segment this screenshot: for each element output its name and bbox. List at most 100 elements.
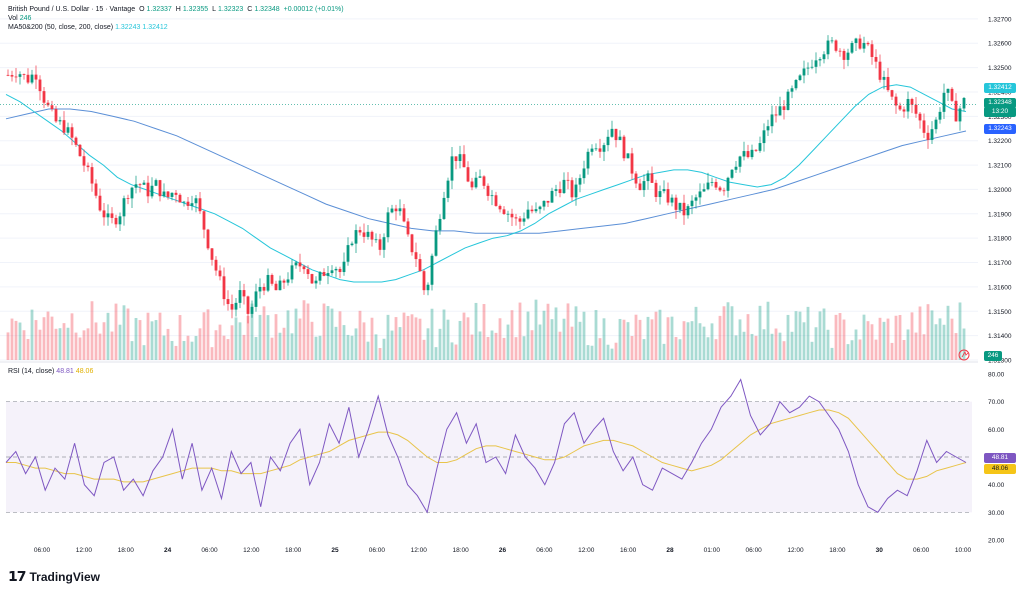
volume-bar [722, 306, 726, 360]
volume-bar [854, 329, 858, 360]
volume-bar [58, 328, 62, 360]
candle-up [382, 237, 386, 250]
rsi-legend[interactable]: RSI (14, close) 48.81 48.06 [8, 368, 94, 375]
alert-icon[interactable] [958, 349, 970, 361]
candle-down [322, 272, 326, 276]
candle-up [574, 184, 578, 198]
candle-up [794, 80, 798, 89]
candle-down [370, 231, 374, 240]
volume-legend[interactable]: Vol 246 [8, 15, 32, 22]
volume-bar [814, 327, 818, 360]
volume-bar [550, 319, 554, 360]
volume-bar [570, 326, 574, 360]
candle-up [18, 74, 22, 77]
volume-bar [426, 328, 430, 360]
candle-down [242, 290, 246, 297]
candle-up [350, 243, 354, 246]
price-tick-label: 1.31400 [988, 333, 1012, 340]
candle-up [286, 279, 290, 283]
candle-down [718, 187, 722, 191]
symbol-title[interactable]: British Pound / U.S. Dollar · 15 · Vanta… [8, 6, 136, 13]
time-axis[interactable]: 06:00 12:00 18:00 24 06:00 12:00 18:00 25 06:00 1… [34, 547, 972, 554]
volume-bar [734, 335, 738, 360]
price-axis[interactable]: 1.327001.326001.325001.324001.323001.322… [988, 16, 1012, 364]
candle-up [374, 239, 378, 241]
ma-legend[interactable]: MA50&200 (50, close, 200, close) 1.32243 1… [8, 24, 168, 31]
chart-canvas[interactable]: 1.327001.326001.325001.324001.323001.322… [0, 0, 1024, 560]
tradingview-logo[interactable]: 𝟭𝟳 TradingView [8, 568, 100, 585]
candle-up [294, 262, 298, 266]
time-tick-label: 12:00 [243, 547, 260, 554]
candle-down [38, 79, 42, 92]
candle-up [762, 130, 766, 144]
volume-bar [530, 330, 534, 360]
candle-down [418, 259, 422, 272]
volume-bar [718, 315, 722, 360]
volume-bar [194, 335, 198, 360]
candle-down [86, 165, 90, 168]
volume-bar [666, 317, 670, 360]
low-value: 1.32323 [218, 6, 244, 13]
volume-bar [410, 314, 414, 360]
candle-up [766, 126, 770, 131]
volume-bar [630, 335, 634, 360]
candle-down [950, 88, 954, 101]
volume-bar [714, 339, 718, 360]
candle-up [738, 156, 742, 167]
candle-up [450, 156, 454, 181]
volume-bar [270, 337, 274, 360]
time-tick-label: 25 [331, 547, 339, 554]
volume-bar [606, 344, 610, 360]
volume-bar [890, 342, 894, 360]
candle-down [866, 42, 870, 45]
candle-down [422, 271, 426, 291]
candle-down [666, 189, 670, 203]
candle-up [398, 208, 402, 212]
candle-up [930, 129, 934, 140]
candle-down [842, 50, 846, 60]
candle-down [782, 106, 786, 110]
volume-bar [158, 312, 162, 360]
candle-up [438, 218, 442, 231]
candle-down [274, 283, 278, 291]
candle-up [618, 136, 622, 141]
candle-down [774, 114, 778, 116]
candle-down [82, 156, 86, 166]
candle-down [70, 127, 74, 138]
candle-down [226, 299, 230, 305]
volume-bar [622, 319, 626, 360]
volume-bar [694, 306, 698, 360]
volume-bar [690, 321, 694, 360]
volume-bar [562, 318, 566, 360]
volume-bar [170, 340, 174, 360]
volume-bar [450, 342, 454, 360]
symbol-legend: British Pound / U.S. Dollar · 15 · Vanta… [8, 6, 344, 13]
candle-down [126, 198, 130, 200]
rsi-tick-label: 60.00 [988, 427, 1005, 434]
price-tick-label: 1.32500 [988, 65, 1012, 72]
volume-bar [282, 327, 286, 360]
candle-up [582, 168, 586, 179]
candle-down [50, 105, 54, 110]
volume-bar [318, 335, 322, 360]
candle-down [178, 194, 182, 203]
candle-up [190, 203, 194, 206]
volume-bar [130, 341, 134, 360]
volume-bar [922, 334, 926, 360]
volume-bar [846, 344, 850, 360]
candle-down [22, 74, 26, 76]
volume-bar [762, 329, 766, 360]
volume-bar [286, 310, 290, 360]
candle-up [478, 176, 482, 178]
candle-up [590, 148, 594, 152]
volume-bar [826, 329, 830, 360]
volume-bar [914, 332, 918, 360]
volume-bar [434, 347, 438, 360]
volume-bar [950, 318, 954, 360]
volume-bar [842, 319, 846, 360]
candle-up [234, 302, 238, 310]
volume-bar [650, 319, 654, 360]
candle-up [938, 111, 942, 120]
volume-bar [278, 332, 282, 360]
volume-bar [374, 334, 378, 360]
